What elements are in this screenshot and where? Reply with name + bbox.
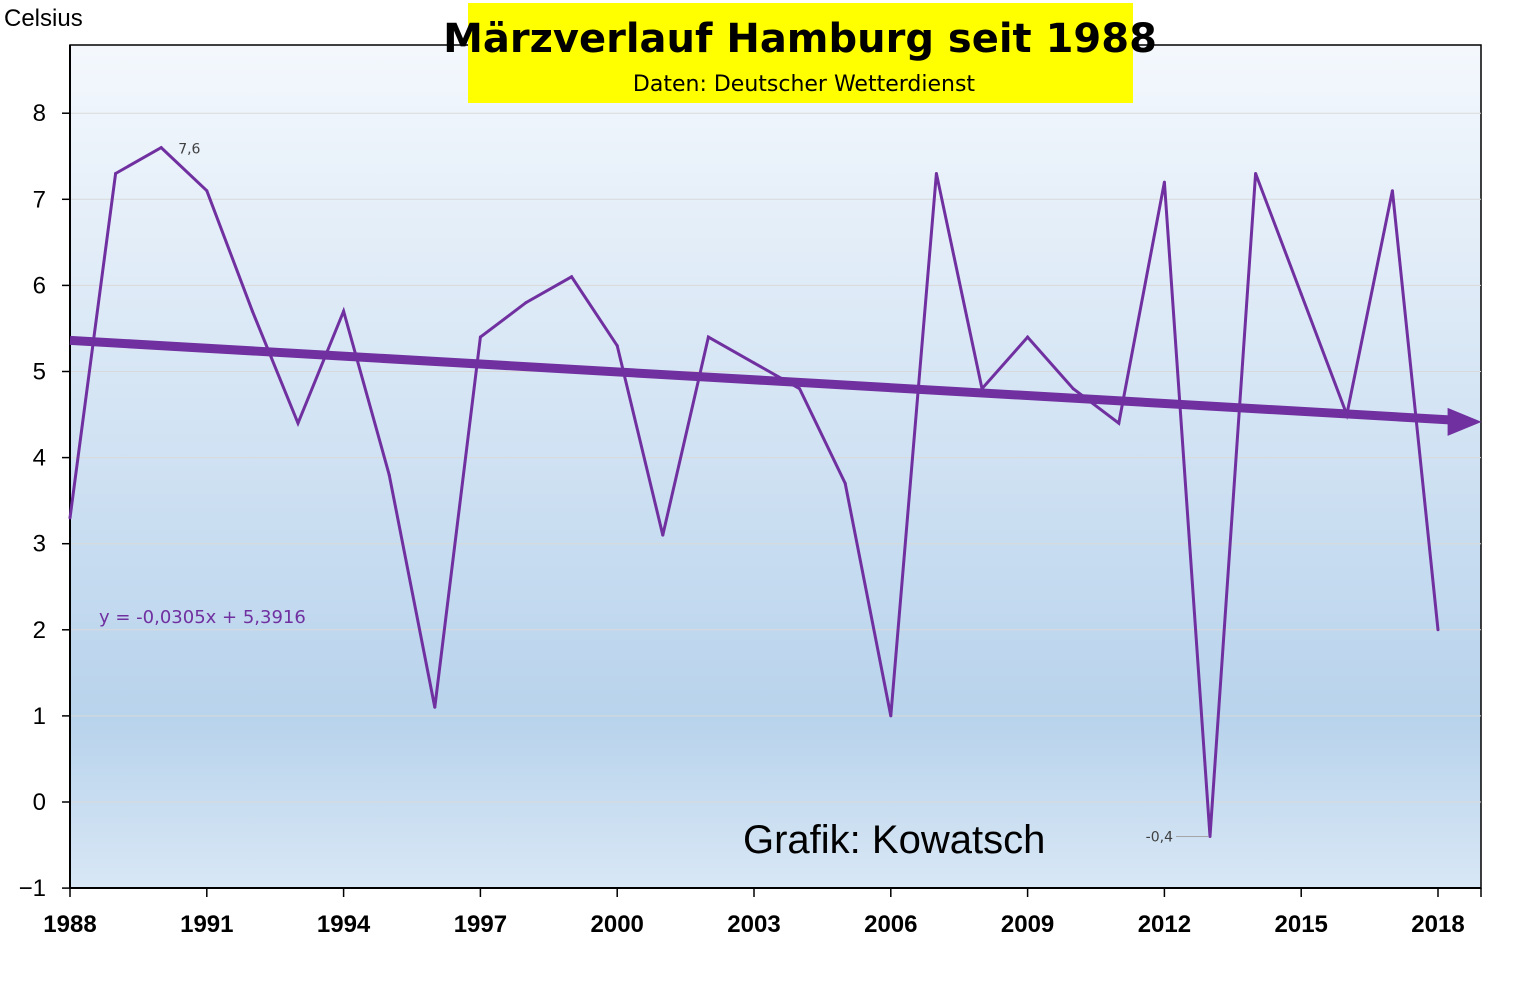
x-axis-tick-labels: 1988 1991 1994 1997 2000 2003 2006 2009 2012 2015… — [43, 911, 1464, 938]
data-point — [1026, 335, 1030, 339]
y-axis-tick-labels: 8 7 6 5 4 3 2 1 0 −1 — [19, 100, 46, 902]
data-point — [68, 516, 72, 520]
data-point — [1162, 180, 1166, 184]
credit-label: Grafik: Kowatsch — [743, 818, 1045, 862]
data-point — [159, 146, 163, 150]
data-point — [433, 705, 437, 709]
data-point — [1208, 834, 1212, 838]
data-point — [342, 309, 346, 313]
x-tick-label: 2015 — [1275, 911, 1328, 938]
x-tick-label: 2018 — [1411, 911, 1464, 938]
data-point — [1436, 628, 1440, 632]
y-tick-label: 6 — [33, 272, 46, 299]
trendline-line — [69, 335, 1454, 425]
x-tick-label: 2000 — [591, 911, 644, 938]
grid-lines — [70, 112, 1481, 803]
data-point — [387, 473, 391, 477]
chart-subtitle: Daten: Deutscher Wetterdienst — [633, 72, 976, 97]
y-tick-label: −1 — [19, 875, 46, 902]
data-point — [1117, 421, 1121, 425]
data-point — [1071, 387, 1075, 391]
x-tick-label: 2012 — [1138, 911, 1191, 938]
x-tick-label: 2006 — [864, 911, 917, 938]
data-point — [1254, 171, 1258, 175]
y-axis-title: Celsius — [4, 5, 83, 32]
x-tick-label: 1991 — [180, 911, 233, 938]
trendline — [69, 335, 1482, 436]
axes — [62, 45, 1482, 897]
data-point — [752, 361, 756, 365]
data-point — [661, 533, 665, 537]
data-labels: 7,6 -0,4 — [178, 142, 1208, 845]
x-tick-label: 1997 — [454, 911, 507, 938]
data-point — [889, 714, 893, 718]
data-label-min: -0,4 — [1146, 829, 1173, 845]
data-point — [524, 301, 528, 305]
x-tick-label: 2003 — [727, 911, 780, 938]
data-point — [1390, 189, 1394, 193]
data-point — [478, 335, 482, 339]
x-tick-label: 1994 — [317, 911, 371, 938]
data-point — [798, 387, 802, 391]
data-point — [1299, 292, 1303, 296]
data-point — [570, 275, 574, 279]
data-point — [296, 421, 300, 425]
y-tick-label: 8 — [33, 100, 46, 127]
y-tick-label: 0 — [33, 789, 46, 816]
chart-title: Märzverlauf Hamburg seit 1988 — [443, 16, 1157, 62]
x-tick-label: 2009 — [1001, 911, 1054, 938]
x-tick-label: 1988 — [43, 911, 96, 938]
data-point — [615, 344, 619, 348]
data-point — [843, 481, 847, 485]
data-point — [114, 171, 118, 175]
title-box — [468, 3, 1133, 103]
data-point — [205, 189, 209, 193]
data-point — [706, 335, 710, 339]
y-tick-label: 1 — [33, 703, 46, 730]
y-tick-label: 3 — [33, 531, 46, 558]
y-tick-label: 4 — [33, 445, 46, 472]
data-label-max: 7,6 — [178, 142, 200, 158]
data-point — [934, 171, 938, 175]
y-tick-label: 7 — [33, 186, 46, 213]
trendline-equation: y = -0,0305x + 5,3916 — [99, 607, 306, 628]
y-tick-label: 5 — [33, 359, 46, 386]
trendline-arrowhead — [1447, 407, 1482, 436]
series-march-temperature — [68, 145, 1440, 838]
plot-background — [69, 44, 1482, 889]
data-point — [250, 309, 254, 313]
y-tick-label: 2 — [33, 617, 46, 644]
